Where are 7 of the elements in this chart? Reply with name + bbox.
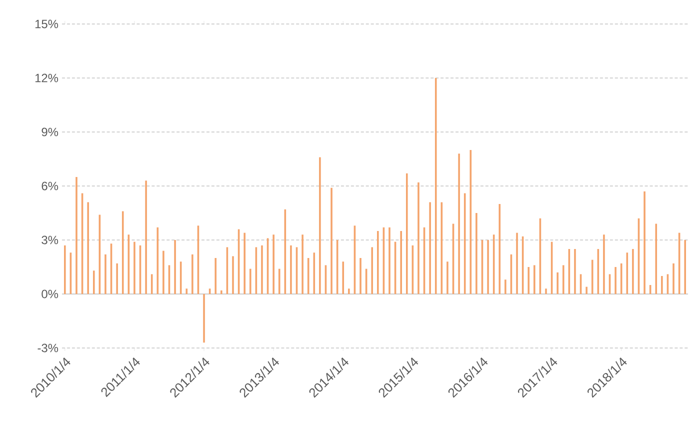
y-tick-label: 0%: [42, 290, 58, 298]
y-tick-label: 9%: [42, 128, 58, 136]
y-tick-label: 6%: [42, 182, 58, 190]
y-tick-label: -3%: [38, 344, 58, 352]
y-tick-label: 12%: [35, 74, 58, 82]
y-tick-label: 3%: [42, 236, 58, 244]
y-tick-label: 15%: [35, 20, 58, 28]
